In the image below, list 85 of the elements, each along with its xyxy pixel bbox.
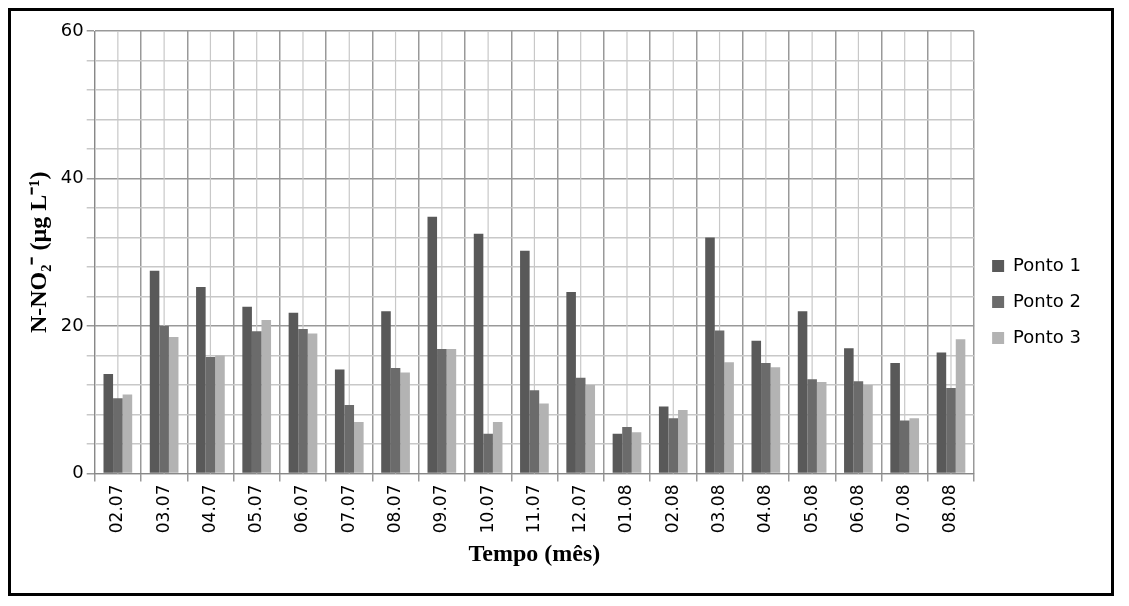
x-tick-label: 05.07 (245, 484, 266, 534)
bar (751, 340, 762, 473)
bar (427, 216, 438, 473)
x-tick-label: 02.08 (661, 484, 682, 534)
bar (724, 362, 734, 473)
x-axis-title: Tempo (mês) (468, 539, 601, 566)
x-tick-label: 08.07 (383, 484, 404, 534)
bar (288, 312, 299, 473)
x-tick-label: 03.07 (152, 484, 173, 534)
x-tick-label: 04.07 (198, 484, 219, 534)
bar (529, 390, 540, 473)
x-tick-label: 03.08 (707, 484, 728, 534)
bar (936, 352, 947, 473)
bar (103, 373, 114, 473)
bar (946, 387, 956, 473)
bar (622, 427, 632, 473)
x-tick-label: 06.07 (291, 484, 312, 534)
bar (473, 233, 484, 473)
bar (807, 379, 817, 473)
bar (899, 420, 910, 473)
bar (483, 433, 493, 473)
bar (344, 404, 355, 473)
y-tick-label: 0 (72, 461, 84, 483)
x-tick-label: 10.07 (476, 484, 497, 534)
bar (159, 326, 169, 473)
bar (400, 372, 410, 473)
x-tick-label: 02.07 (106, 484, 127, 534)
bar (122, 394, 133, 473)
x-tick-label: 11.07 (522, 484, 543, 534)
bar (113, 398, 123, 473)
bar (955, 339, 966, 473)
bar (196, 286, 206, 473)
bar (714, 330, 725, 473)
legend-label: Ponto 2 (1013, 289, 1082, 311)
bar (816, 382, 827, 473)
x-tick-label: 08.08 (939, 484, 960, 534)
bar (168, 337, 179, 473)
x-tick-label: 04.08 (754, 484, 775, 534)
bar (251, 331, 262, 473)
bar (261, 320, 272, 473)
legend-label: Ponto 3 (1013, 325, 1082, 347)
bar (797, 311, 808, 473)
bar (844, 348, 854, 473)
bar (354, 421, 364, 473)
bar (539, 403, 549, 473)
bar (298, 328, 308, 473)
bar (381, 311, 391, 473)
legend-label: Ponto 1 (1013, 253, 1082, 275)
y-axis-title: N-NO₂⁻ (µg L⁻¹) (24, 171, 51, 334)
bar (566, 292, 576, 473)
bar (658, 406, 669, 473)
bar (492, 421, 503, 473)
bar (678, 410, 688, 473)
bar (390, 368, 401, 473)
x-tick-label: 07.07 (337, 484, 358, 534)
y-tick-label: 60 (60, 18, 84, 40)
x-tick-label: 01.08 (615, 484, 636, 534)
bar (853, 381, 864, 473)
bar (242, 306, 252, 473)
x-tick-label: 12.07 (569, 484, 590, 534)
bar (705, 237, 715, 473)
bar (761, 362, 771, 473)
bar (149, 270, 160, 473)
bar (334, 369, 345, 473)
y-tick-label: 20 (60, 313, 84, 335)
bar (770, 367, 781, 473)
x-tick-label: 05.08 (800, 484, 821, 534)
x-tick-label: 06.08 (846, 484, 867, 534)
bar (520, 250, 530, 473)
bar (909, 418, 920, 473)
bar (631, 432, 642, 473)
bar (307, 333, 318, 473)
bar (612, 433, 623, 473)
bar (585, 385, 596, 473)
bar (446, 348, 457, 473)
bar (215, 355, 225, 473)
x-tick-label: 07.08 (893, 484, 914, 534)
bar (205, 357, 216, 473)
bar (575, 377, 586, 473)
x-tick-label: 09.07 (430, 484, 451, 534)
bar (863, 385, 873, 473)
bar (890, 362, 900, 473)
bar (668, 418, 679, 473)
y-tick-label: 40 (60, 166, 84, 188)
bar (437, 348, 447, 473)
